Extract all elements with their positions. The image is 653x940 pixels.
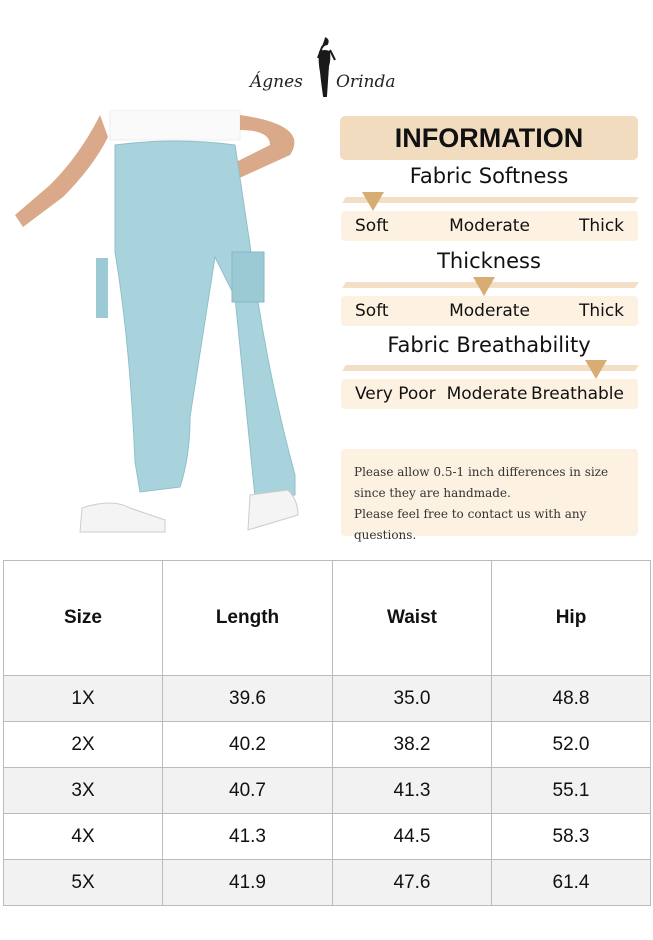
table-row: 5X 41.9 47.6 61.4 bbox=[3, 859, 651, 906]
product-photo bbox=[15, 110, 299, 533]
table-row: 2X 40.2 38.2 52.0 bbox=[3, 721, 651, 768]
scale-label: Breathable bbox=[531, 384, 624, 404]
cell: 2X bbox=[3, 721, 163, 768]
cell: 61.4 bbox=[491, 859, 651, 906]
cell: 41.3 bbox=[332, 767, 492, 814]
header-waist: Waist bbox=[332, 560, 492, 676]
table-row: 3X 40.7 41.3 55.1 bbox=[3, 767, 651, 814]
breathability-title: Fabric Breathability bbox=[387, 333, 591, 357]
softness-scale-bar bbox=[342, 197, 639, 203]
information-header: INFORMATION bbox=[340, 116, 638, 160]
cell: 47.6 bbox=[332, 859, 492, 906]
cell: 4X bbox=[3, 813, 163, 860]
scale-label: Thick bbox=[578, 216, 625, 236]
cell: 38.2 bbox=[332, 721, 492, 768]
thickness-indicator-icon bbox=[473, 277, 495, 296]
cell: 39.6 bbox=[162, 675, 333, 722]
breathability-labels: Very Poor Moderate Breathable bbox=[341, 379, 638, 409]
cell: 1X bbox=[3, 675, 163, 722]
scale-label: Moderate bbox=[449, 301, 530, 321]
cell: 58.3 bbox=[491, 813, 651, 860]
cell: 35.0 bbox=[332, 675, 492, 722]
cell: 48.8 bbox=[491, 675, 651, 722]
scale-label: Soft bbox=[355, 216, 389, 236]
breathability-indicator-icon bbox=[585, 360, 607, 379]
logo-text-right: Orinda bbox=[336, 72, 396, 92]
silhouette-icon bbox=[317, 37, 336, 97]
scale-label: Thick bbox=[578, 301, 625, 321]
cell: 52.0 bbox=[491, 721, 651, 768]
scale-label: Moderate bbox=[449, 216, 530, 236]
header-length: Length bbox=[162, 560, 333, 676]
scale-label: Very Poor bbox=[355, 384, 436, 404]
softness-labels: Soft Moderate Thick bbox=[341, 211, 638, 241]
fabric-softness-title: Fabric Softness bbox=[409, 164, 569, 188]
cell: 44.5 bbox=[332, 813, 492, 860]
header-hip: Hip bbox=[491, 560, 651, 676]
table-row: 4X 41.3 44.5 58.3 bbox=[3, 813, 651, 860]
cell: 41.9 bbox=[162, 859, 333, 906]
cell: 55.1 bbox=[491, 767, 651, 814]
logo-text-left: Ágnes bbox=[250, 72, 303, 92]
scale-label: Soft bbox=[355, 301, 389, 321]
cell: 3X bbox=[3, 767, 163, 814]
brand-logo: Ágnes Orinda bbox=[250, 34, 400, 104]
thickness-title: Thickness bbox=[437, 249, 541, 273]
header-size: Size bbox=[3, 560, 163, 676]
table-row: 1X 39.6 35.0 48.8 bbox=[3, 675, 651, 722]
note-line: Please feel free to contact us with any … bbox=[354, 507, 587, 542]
softness-indicator-icon bbox=[362, 192, 384, 211]
table-header-row: Size Length Waist Hip bbox=[3, 560, 651, 676]
cell: 5X bbox=[3, 859, 163, 906]
thickness-labels: Soft Moderate Thick bbox=[341, 296, 638, 326]
scale-label: Moderate bbox=[446, 384, 528, 404]
size-note: Please allow 0.5-1 inch differences in s… bbox=[341, 449, 638, 542]
note-line: Please allow 0.5-1 inch differences in s… bbox=[354, 465, 609, 479]
cell: 40.7 bbox=[162, 767, 333, 814]
cell: 40.2 bbox=[162, 721, 333, 768]
note-line: since they are handmade. bbox=[354, 486, 511, 500]
size-chart-table: Size Length Waist Hip 1X 39.6 35.0 48.8 2X 4… bbox=[3, 560, 651, 906]
cell: 41.3 bbox=[162, 813, 333, 860]
